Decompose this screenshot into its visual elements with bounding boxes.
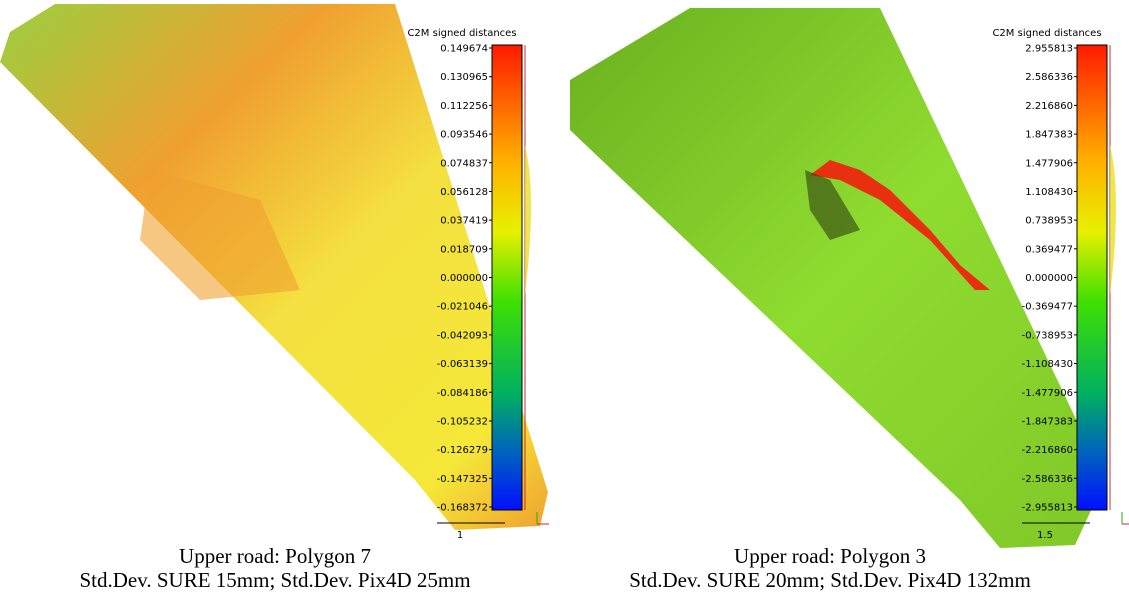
tick-label: 0.018709: [440, 244, 488, 255]
histogram: [525, 145, 531, 295]
caption: Std.Dev. SURE 20mm; Std.Dev. Pix4D 132mm: [629, 568, 1031, 592]
colorbar: [1077, 45, 1107, 510]
scale-label: 1.5: [1037, 530, 1053, 541]
tick-label: -0.126279: [437, 445, 488, 456]
tick-label: -0.084186: [437, 388, 488, 399]
tick-label: 0.000000: [440, 273, 488, 284]
histogram: [1110, 145, 1116, 295]
tick-label: 0.112256: [440, 101, 488, 112]
tick-label: -0.369477: [1022, 302, 1073, 313]
tick-label: 1.847383: [1025, 130, 1073, 141]
tick-label: 0.000000: [1025, 273, 1073, 284]
tick-label: -0.168372: [437, 503, 488, 514]
tick-label: -1.847383: [1022, 416, 1073, 427]
tick-label: 0.369477: [1025, 244, 1073, 255]
tick-label: 1.108430: [1025, 187, 1073, 198]
tick-label: -0.738953: [1022, 330, 1073, 341]
tick-label: 0.149674: [440, 44, 488, 55]
tick-label: 0.093546: [440, 130, 488, 141]
tick-label: -0.063139: [437, 359, 488, 370]
colorbar: [492, 45, 522, 510]
tick-label: -1.477906: [1022, 388, 1073, 399]
tick-label: 2.216860: [1025, 101, 1073, 112]
caption: Std.Dev. SURE 15mm; Std.Dev. Pix4D 25mm: [79, 568, 470, 592]
tick-label: -0.021046: [437, 302, 488, 313]
tick-label: 2.586336: [1025, 72, 1073, 83]
tick-label: -0.105232: [437, 416, 488, 427]
caption: Upper road: Polygon 7: [179, 544, 371, 568]
colorbar-title: C2M signed distances: [992, 28, 1101, 39]
tick-label: -2.586336: [1022, 474, 1073, 485]
tick-label: -0.042093: [437, 330, 488, 341]
tick-label: 0.738953: [1025, 216, 1073, 227]
tick-label: -1.108430: [1022, 359, 1073, 370]
tick-label: -0.147325: [437, 474, 488, 485]
caption: Upper road: Polygon 3: [734, 544, 926, 568]
tick-label: 0.037419: [440, 216, 488, 227]
tick-label: 0.056128: [440, 187, 488, 198]
figure: C2M signed distances 0.149674 0.130965 0.11…: [0, 0, 1129, 601]
tick-label: 0.074837: [440, 158, 488, 169]
tick-label: -2.216860: [1022, 445, 1073, 456]
tick-label: 1.477906: [1025, 158, 1073, 169]
tick-label: 0.130965: [440, 72, 488, 83]
colorbar-title: C2M signed distances: [407, 28, 516, 39]
scale-label: 1: [457, 530, 463, 541]
tick-label: -2.955813: [1022, 503, 1073, 514]
tick-label: 2.955813: [1025, 44, 1073, 55]
